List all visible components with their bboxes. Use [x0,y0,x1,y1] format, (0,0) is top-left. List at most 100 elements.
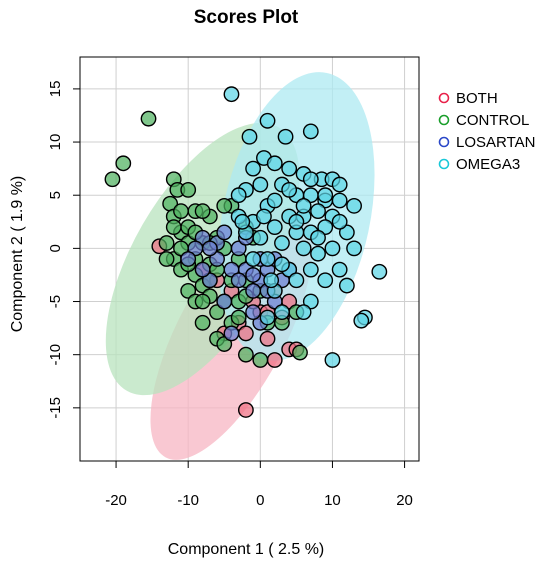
point-both [237,402,254,418]
point-control [216,197,233,214]
point-losartan [194,229,211,246]
point-control [209,304,225,321]
point-omega3 [302,171,319,188]
point-control [194,203,211,220]
point-omega3 [266,219,283,236]
point-omega3 [346,197,362,214]
point-control [180,181,197,198]
point-control [194,293,211,310]
point-omega3 [324,240,341,257]
point-omega3 [274,235,290,251]
point-omega3 [288,213,305,230]
point-control [216,336,233,352]
point-losartan [180,251,197,267]
point-omega3 [302,123,319,140]
legend-marker-omega3 [438,158,450,170]
point-omega3 [295,197,312,214]
y-tick-label: 5 [47,191,64,199]
point-omega3 [302,293,319,310]
point-control [158,251,175,267]
point-losartan [245,267,262,283]
point-losartan [245,282,262,299]
point-omega3 [259,309,276,326]
point-omega3 [252,176,269,193]
point-losartan [201,240,218,257]
point-losartan [223,325,240,342]
point-omega3 [256,208,272,225]
point-control [230,309,247,326]
y-tick-label: 15 [47,81,64,98]
point-omega3 [259,251,276,267]
point-losartan [245,304,262,321]
point-losartan [216,293,233,310]
legend-marker-control [438,114,450,126]
point-omega3 [371,263,388,280]
point-control [115,155,132,172]
y-axis-label: Component 2 ( 1.9 %) [9,176,26,333]
point-omega3 [281,160,298,177]
point-omega3 [277,128,294,145]
x-tick-label: -20 [105,492,127,509]
point-omega3 [338,277,355,294]
point-omega3 [263,272,280,289]
point-omega3 [302,261,319,278]
point-omega3 [310,245,326,262]
x-axis-label: Component 1 ( 2.5 %) [168,541,325,558]
point-control [180,282,197,299]
point-omega3 [241,128,258,145]
y-tick-label: 0 [47,244,64,252]
legend-label-losartan: LOSARTAN [456,134,535,151]
y-tick-label: -5 [47,295,64,308]
point-omega3 [317,187,334,204]
point-control [104,171,121,188]
point-omega3 [288,272,305,289]
point-omega3 [259,112,276,129]
point-losartan [230,240,247,257]
y-tick-label: -10 [47,344,64,366]
point-control [173,203,189,220]
point-omega3 [274,304,290,321]
legend-label-control: CONTROL [456,112,529,129]
x-tick-label: 0 [256,492,264,509]
point-both [259,330,276,347]
point-omega3 [331,213,348,230]
plot-frame [79,56,420,462]
point-losartan [201,272,218,289]
point-omega3 [338,224,355,241]
x-tick-label: -10 [177,492,199,509]
x-tick-label: 20 [396,492,413,509]
data-points [104,86,388,418]
point-control [158,235,175,251]
point-omega3 [223,86,240,103]
point-omega3 [310,203,326,220]
legend: BOTH CONTROL LOSARTAN OMEGA3 [438,90,535,173]
chart-title: Scores Plot [194,7,299,28]
point-control [165,219,182,236]
point-omega3 [230,187,247,204]
point-both [237,325,254,342]
point-losartan [209,251,225,267]
y-tick-label: 10 [47,134,64,151]
point-control [252,352,269,368]
point-omega3 [346,240,362,257]
y-tick-label: -15 [47,397,64,419]
point-omega3 [281,181,298,198]
x-axis-ticks: -20 -10 0 10 20 [105,461,413,509]
point-omega3 [252,229,269,246]
point-omega3 [266,155,283,172]
point-omega3 [331,192,348,209]
point-control [140,110,157,127]
point-omega3 [266,192,283,209]
legend-label-omega3: OMEGA3 [456,156,520,173]
point-omega3 [245,160,262,177]
point-omega3 [295,304,312,321]
point-omega3 [353,312,370,329]
x-tick-label: 10 [324,492,341,509]
point-omega3 [310,229,326,246]
point-omega3 [324,352,341,368]
point-omega3 [331,176,348,193]
point-omega3 [317,272,334,289]
point-omega3 [245,251,262,267]
point-losartan [216,224,233,241]
